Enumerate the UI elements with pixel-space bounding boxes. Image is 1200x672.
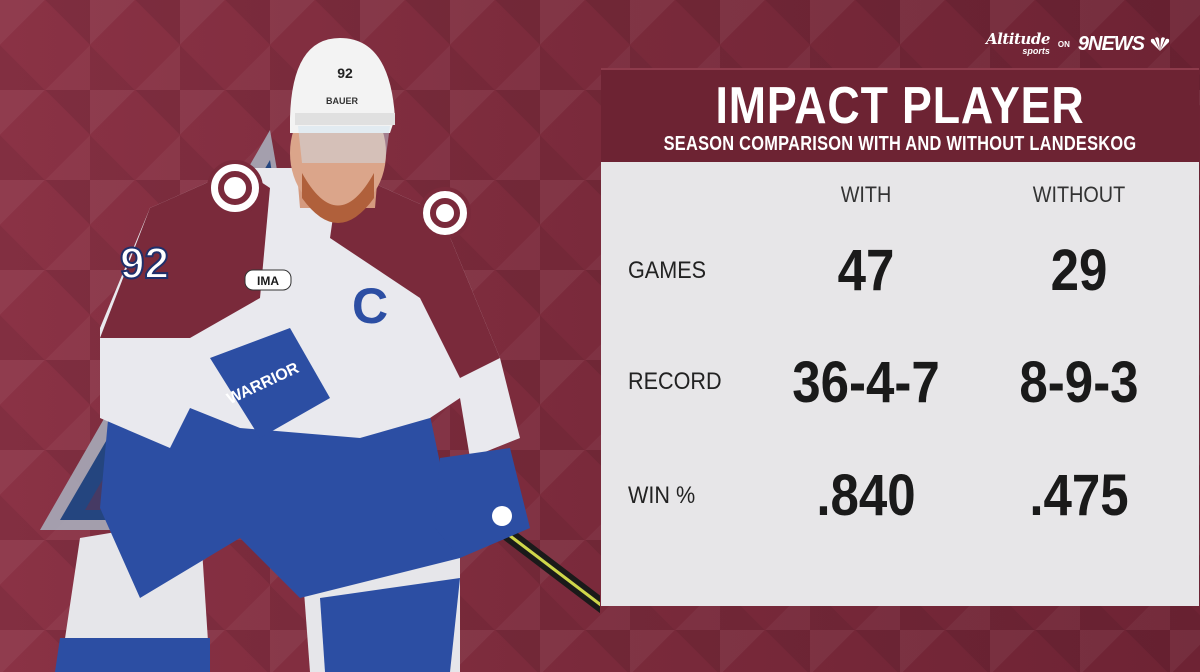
captain-letter: C: [352, 278, 388, 334]
on-text: ON: [1057, 39, 1070, 49]
helmet-brand: BAUER: [326, 96, 359, 106]
row-label-win-pct: WIN %: [628, 482, 696, 509]
helmet-number: 92: [337, 65, 353, 81]
win-pct-with-value: .840: [816, 463, 916, 528]
altitude-logo: Altitude sports: [986, 32, 1050, 56]
altitude-sub: sports: [1022, 46, 1050, 56]
panel-title: IMPACT PLAYER: [715, 77, 1085, 135]
peacock-icon: [1150, 37, 1170, 51]
stats-table: WITH WITHOUT GAMES 47 29 RECORD 36-4-7 8…: [601, 162, 1199, 606]
panel-header: IMPACT PLAYER SEASON COMPARISON WITH AND…: [601, 68, 1199, 164]
column-header-with: WITH: [840, 182, 892, 207]
altitude-wordmark: Altitude: [986, 30, 1050, 48]
row-label-games: GAMES: [628, 257, 707, 284]
games-without-value: 29: [1050, 238, 1108, 303]
panel-subtitle: SEASON COMPARISON WITH AND WITHOUT LANDE…: [663, 133, 1137, 155]
sleeve-number: 92: [120, 239, 169, 288]
row-label-record: RECORD: [628, 368, 722, 395]
player-image: 92 IMA C BAUER 92 WARRIOR: [55, 38, 600, 672]
broadcast-logo: Altitude sports ON 9NEWS: [986, 26, 1170, 62]
ima-patch: IMA: [257, 274, 279, 288]
network-wordmark: 9NEWS: [1077, 32, 1145, 55]
record-without-value: 8-9-3: [1019, 350, 1139, 415]
record-with-value: 36-4-7: [792, 350, 940, 415]
win-pct-without-value: .475: [1029, 463, 1129, 528]
games-with-value: 47: [837, 238, 895, 303]
column-header-without: WITHOUT: [1032, 182, 1126, 207]
